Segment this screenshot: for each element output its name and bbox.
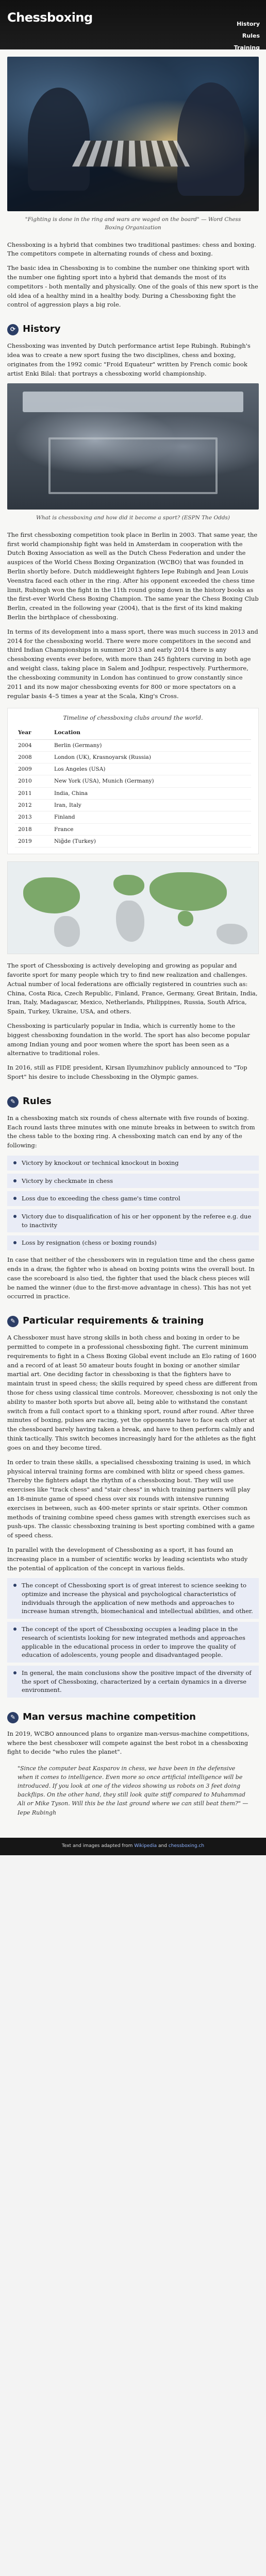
timeline-table: Year Location 2004 Berlin (Germany) 2008 Lo…	[15, 726, 251, 848]
timeline-year: 2010	[15, 775, 51, 787]
list-item: Victory by knockout or technical knockou…	[7, 1156, 259, 1171]
timeline-location: France	[51, 823, 251, 835]
timeline-location: New York (USA), Munich (Germany)	[51, 775, 251, 787]
list-item: Loss by resignation (chess or boxing rou…	[7, 1235, 259, 1250]
table-row: 2004 Berlin (Germany)	[15, 739, 251, 751]
rules-paragraph: In a chessboxing match six rounds of che…	[7, 1114, 259, 1150]
hero-section: "Fighting is done in the ring and wars a…	[7, 49, 259, 310]
rules-section: ✎ Rules In a chessboxing match six round…	[7, 1095, 259, 1301]
timeline-year: 2009	[15, 764, 51, 775]
list-item: The concept of the sport of Chessboxing …	[7, 1622, 259, 1663]
rules-icon: ✎	[7, 1096, 19, 1108]
footer-text: and	[158, 1843, 167, 1849]
rubingh-quote: "Since the computer beat Kasparov in che…	[18, 1764, 248, 1817]
nav-training[interactable]: Training	[234, 43, 260, 52]
training-list: The concept of Chessboxing sport is of g…	[7, 1578, 259, 1697]
training-paragraph: In order to train these skills, a specia…	[7, 1458, 259, 1540]
timeline-year: 2011	[15, 787, 51, 799]
history-heading: ⟳ History	[7, 323, 259, 335]
hero-image	[7, 57, 259, 211]
timeline-year: 2004	[15, 739, 51, 751]
history-image-caption: What is chessboxing and how did it becom…	[7, 510, 259, 525]
training-section: ✎ Particular requirements & training A C…	[7, 1315, 259, 1698]
machine-paragraph: In 2019, WCBO announced plans to organiz…	[7, 1730, 259, 1757]
history-paragraph: The first chessboxing competition took p…	[7, 531, 259, 622]
rules-list: Victory by knockout or technical knockou…	[7, 1156, 259, 1250]
timeline-year: 2018	[15, 823, 51, 835]
timeline-box: Timeline of chessboxing clubs around the…	[7, 708, 259, 854]
history-paragraph: Chessboxing is particularly popular in I…	[7, 1022, 259, 1058]
timeline-year: 2012	[15, 800, 51, 811]
list-item: Loss due to exceeding the chess game's t…	[7, 1191, 259, 1206]
timeline-location: India, China	[51, 787, 251, 799]
hero-caption: "Fighting is done in the ring and wars a…	[7, 211, 259, 235]
rules-heading: ✎ Rules	[7, 1095, 259, 1108]
footer-text: Text and images adapted from	[62, 1843, 132, 1849]
machine-heading: ✎ Man versus machine competition	[7, 1711, 259, 1723]
rules-paragraph: In case that neither of the chessboxers …	[7, 1256, 259, 1301]
list-item: Victory by checkmate in chess	[7, 1174, 259, 1189]
footer-link-chessboxing[interactable]: chessboxing.ch	[169, 1843, 204, 1849]
timeline-location: London (UK), Krasnoyarsk (Russia)	[51, 751, 251, 763]
table-row: 2012 Iran, Italy	[15, 800, 251, 811]
machine-section: ✎ Man versus machine competition In 2019…	[7, 1711, 259, 1817]
page: Chessboxing History Rules Training Man v…	[0, 0, 266, 1855]
history-icon: ⟳	[7, 324, 19, 335]
table-row: 2018 France	[15, 823, 251, 835]
list-item: Victory due to disqualification of his o…	[7, 1209, 259, 1232]
training-icon: ✎	[7, 1316, 19, 1327]
history-paragraph: In 2016, still as FIDE president, Kirsan…	[7, 1063, 259, 1082]
site-footer: Text and images adapted from Wikipedia a…	[0, 1838, 266, 1855]
column-header-year: Year	[15, 726, 51, 739]
history-paragraph: The sport of Chessboxing is actively dev…	[7, 961, 259, 1016]
table-row: 2019 Niğde (Turkey)	[15, 835, 251, 847]
table-row: 2009 Los Angeles (USA)	[15, 764, 251, 775]
table-row: 2008 London (UK), Krasnoyarsk (Russia)	[15, 751, 251, 763]
training-heading: ✎ Particular requirements & training	[7, 1315, 259, 1327]
history-paragraph: In terms of its development into a mass …	[7, 628, 259, 701]
intro-paragraph: The basic idea in Chessboxing is to comb…	[7, 264, 259, 310]
training-paragraph: In parallel with the development of Ches…	[7, 1546, 259, 1573]
nav-rules[interactable]: Rules	[242, 31, 260, 40]
footer-link-wikipedia[interactable]: Wikipedia	[134, 1843, 157, 1849]
nav-history[interactable]: History	[237, 20, 260, 28]
timeline-location: Niğde (Turkey)	[51, 835, 251, 847]
timeline-location: Iran, Italy	[51, 800, 251, 811]
history-section: ⟳ History Chessboxing was invented by Du…	[7, 323, 259, 1082]
history-video-thumbnail[interactable]	[7, 383, 259, 510]
world-map	[7, 861, 259, 954]
list-item: In general, the main conclusions show th…	[7, 1666, 259, 1698]
table-row: 2011 India, China	[15, 787, 251, 799]
training-paragraph: A Chessboxer must have strong skills in …	[7, 1333, 259, 1453]
timeline-year: 2013	[15, 811, 51, 823]
table-row: 2013 Finland	[15, 811, 251, 823]
table-row: 2010 New York (USA), Munich (Germany)	[15, 775, 251, 787]
timeline-location: Finland	[51, 811, 251, 823]
column-header-location: Location	[51, 726, 251, 739]
machine-icon: ✎	[7, 1712, 19, 1723]
timeline-location: Berlin (Germany)	[51, 739, 251, 751]
intro-paragraph: Chessboxing is a hybrid that combines tw…	[7, 241, 259, 259]
timeline-title: Timeline of chessboxing clubs around the…	[15, 714, 251, 722]
timeline-year: 2008	[15, 751, 51, 763]
site-logo[interactable]: Chessboxing	[7, 8, 93, 27]
list-item: The concept of Chessboxing sport is of g…	[7, 1578, 259, 1619]
main-content: "Fighting is done in the ring and wars a…	[0, 49, 266, 1817]
timeline-year: 2019	[15, 835, 51, 847]
site-header: Chessboxing History Rules Training Man v…	[0, 0, 266, 49]
timeline-location: Los Angeles (USA)	[51, 764, 251, 775]
history-paragraph: Chessboxing was invented by Dutch perfor…	[7, 342, 259, 378]
